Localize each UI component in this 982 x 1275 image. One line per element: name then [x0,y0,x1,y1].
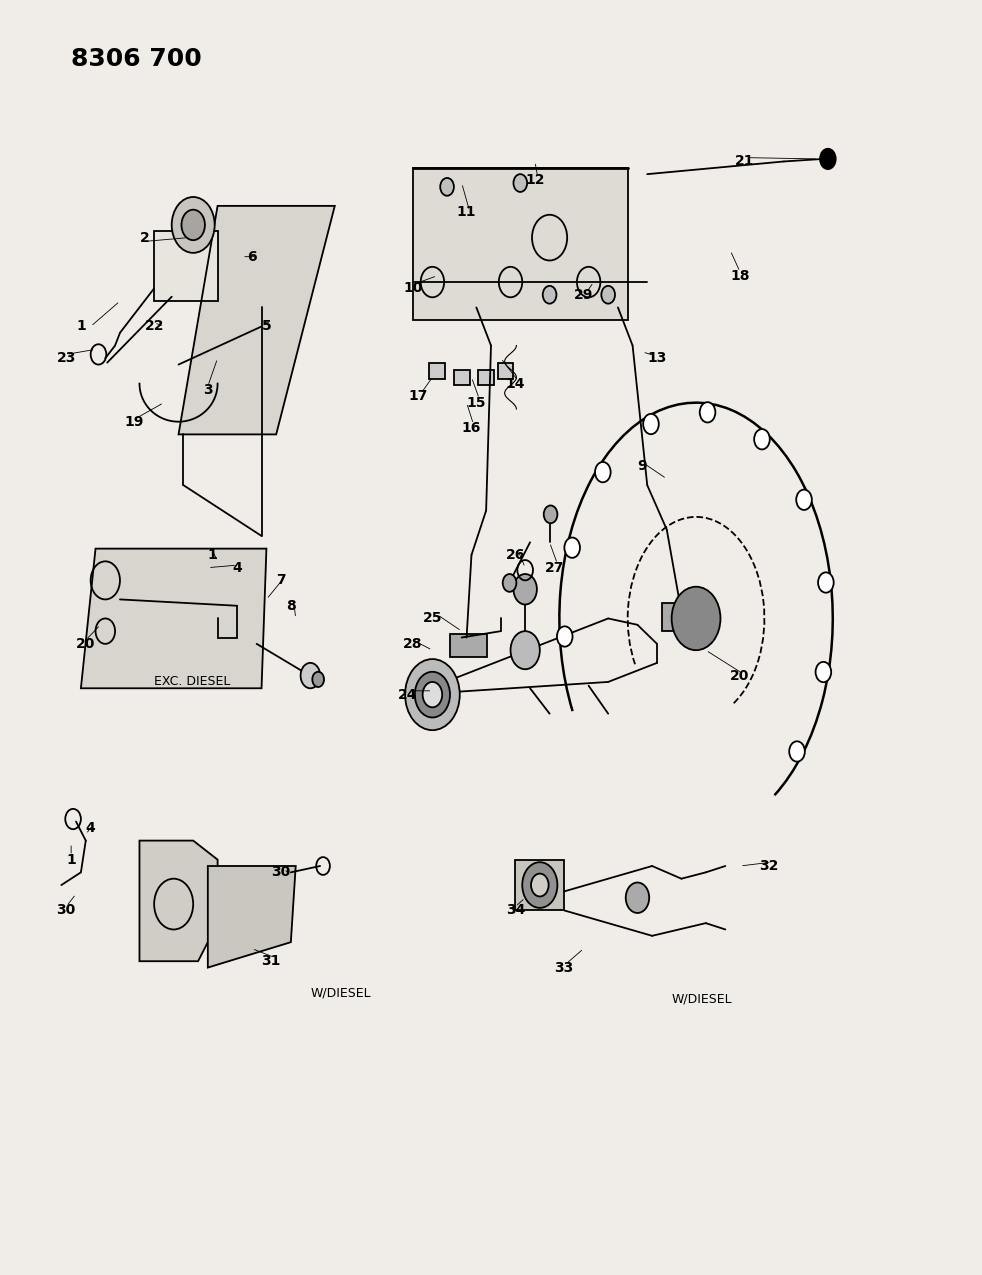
Text: 10: 10 [404,282,422,296]
Circle shape [790,741,805,761]
Circle shape [531,873,549,896]
Circle shape [300,663,320,688]
Text: 1: 1 [208,548,218,562]
Circle shape [414,672,450,718]
Text: 8306 700: 8306 700 [71,47,202,71]
Circle shape [565,538,580,558]
Circle shape [544,505,558,523]
Text: EXC. DIESEL: EXC. DIESEL [154,676,231,688]
Bar [412,168,627,320]
Text: 9: 9 [637,459,647,473]
Text: 22: 22 [144,320,164,334]
Circle shape [514,175,527,193]
Circle shape [182,209,205,240]
Circle shape [312,672,324,687]
Text: 26: 26 [506,548,525,562]
Text: 30: 30 [271,866,291,880]
Circle shape [818,572,834,593]
Text: 4: 4 [85,821,95,835]
Circle shape [543,286,557,303]
Text: 31: 31 [261,954,281,968]
Circle shape [595,462,611,482]
Text: 16: 16 [462,421,481,435]
Bar [516,859,565,910]
Bar [498,363,514,379]
Text: 7: 7 [276,574,286,588]
Polygon shape [208,866,296,968]
Circle shape [405,659,460,731]
Circle shape [440,179,454,196]
Bar [450,634,487,657]
Text: 13: 13 [647,351,667,365]
Text: 5: 5 [261,320,271,334]
Circle shape [557,626,573,646]
Circle shape [511,631,540,669]
Text: 15: 15 [466,395,486,409]
Text: 23: 23 [57,351,76,365]
Circle shape [754,430,770,449]
Text: 25: 25 [422,612,442,626]
Bar [662,603,706,631]
Circle shape [422,682,442,708]
Polygon shape [139,840,218,961]
Text: 2: 2 [139,231,149,245]
Polygon shape [81,548,266,688]
Bar [454,370,469,385]
Text: 30: 30 [57,904,76,918]
Text: 1: 1 [66,853,76,867]
Text: 8: 8 [286,599,296,613]
Text: 32: 32 [760,859,779,873]
Text: 4: 4 [233,561,242,575]
Circle shape [503,574,517,592]
Text: 20: 20 [731,668,749,682]
Circle shape [796,490,812,510]
Circle shape [522,862,558,908]
Bar [478,370,494,385]
Circle shape [601,286,615,303]
Text: 11: 11 [457,205,476,219]
Text: 3: 3 [203,382,213,397]
Text: 18: 18 [731,269,749,283]
Text: 27: 27 [545,561,564,575]
Circle shape [626,882,649,913]
Text: 12: 12 [525,173,545,187]
Polygon shape [179,205,335,435]
Text: 33: 33 [555,960,573,974]
Bar [429,363,445,379]
Text: 6: 6 [246,250,256,264]
Text: 17: 17 [409,389,427,403]
Circle shape [816,662,831,682]
Text: 29: 29 [574,288,593,302]
Text: W/DIESEL: W/DIESEL [310,987,371,1000]
Text: 14: 14 [506,376,525,390]
Text: 28: 28 [404,636,422,650]
Text: 34: 34 [506,904,525,918]
Text: W/DIESEL: W/DIESEL [672,993,733,1006]
Text: 19: 19 [125,414,144,428]
Bar [154,231,218,301]
Circle shape [820,149,836,170]
Circle shape [643,414,659,435]
Circle shape [172,198,215,252]
Circle shape [700,402,715,422]
Text: 20: 20 [76,636,95,650]
Text: 1: 1 [76,320,85,334]
Circle shape [672,586,721,650]
Text: 24: 24 [399,687,417,701]
Circle shape [514,574,537,604]
Text: 21: 21 [736,154,754,168]
